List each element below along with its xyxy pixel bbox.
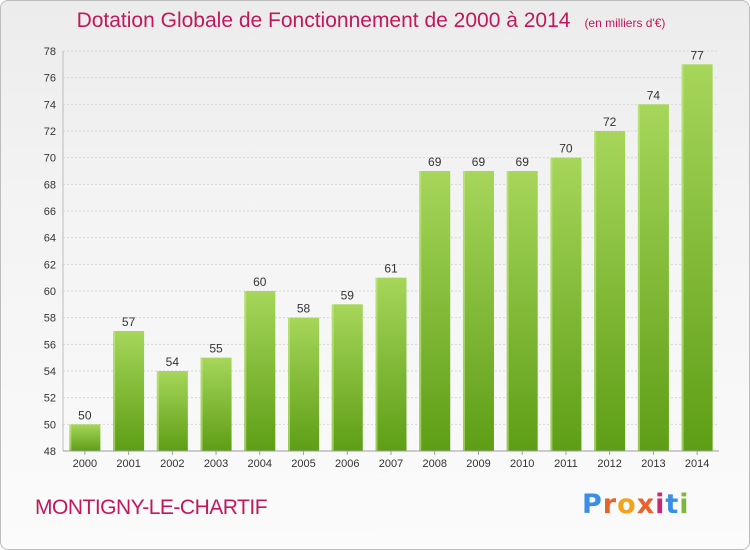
bar-value-label: 54 [166,355,180,369]
bar-highlight [594,131,597,451]
y-tick-label: 58 [44,313,56,325]
chart-title: Dotation Globale de Fonctionnement de 20… [76,9,571,32]
x-tick-label: 2010 [510,458,534,470]
commune-name: MONTIGNY-LE-CHARTIF [35,496,268,519]
y-tick-label: 54 [44,366,56,378]
bar [506,171,538,451]
y-tick-label: 70 [44,153,56,165]
y-tick-label: 56 [44,339,56,351]
x-tick-label: 2003 [204,458,228,470]
bar [331,304,363,451]
bar-value-label: 70 [559,142,573,156]
y-tick-label: 62 [44,259,56,271]
bar-value-label: 72 [603,115,617,129]
logo-letter: x [636,489,656,520]
bar-value-label: 69 [428,155,442,169]
bar [69,424,101,451]
bar [681,64,713,452]
y-tick-label: 60 [44,286,56,298]
x-tick-label: 2006 [335,458,359,470]
bar-highlight [550,157,553,451]
bar [200,357,232,451]
logo-letter: o [617,489,637,520]
y-tick-label: 72 [44,126,56,138]
y-tick-label: 52 [44,393,56,405]
y-tick-label: 76 [44,73,56,85]
bar-highlight [462,171,465,451]
y-tick-label: 50 [44,419,56,431]
bar [419,171,451,451]
bar [156,371,188,451]
x-tick-label: 2012 [597,458,621,470]
x-tick-label: 2007 [379,458,403,470]
bar-highlight [200,357,203,451]
logo-letter: i [655,489,666,520]
bar-value-label: 74 [647,88,661,102]
proxiti-logo[interactable]: Proxiti [582,489,690,520]
x-tick-label: 2004 [248,458,272,470]
x-tick-label: 2005 [291,458,315,470]
bar-highlight [156,371,159,451]
logo-letter: t [665,489,680,520]
bar-highlight [637,104,640,451]
y-tick-label: 68 [44,179,56,191]
bar-value-label: 50 [78,408,92,422]
bar-value-label: 69 [516,155,530,169]
chart-title-block: Dotation Globale de Fonctionnement de 20… [1,9,741,33]
bar-value-label: 77 [690,48,704,62]
bar [550,157,582,451]
x-tick-label: 2001 [116,458,140,470]
bar-value-label: 69 [472,155,486,169]
y-tick-label: 64 [44,233,56,245]
y-tick-label: 78 [44,46,56,58]
logo-letter: P [582,489,603,520]
bar [375,277,407,451]
x-tick-label: 2000 [73,458,97,470]
y-tick-label: 48 [44,446,56,458]
bar-highlight [288,317,291,451]
bar-highlight [244,291,247,451]
bar-value-label: 61 [384,262,398,276]
x-tick-label: 2009 [466,458,490,470]
bar-highlight [419,171,422,451]
logo-letter: i [679,489,690,520]
x-tick-label: 2014 [685,458,709,470]
bar-value-label: 60 [253,275,267,289]
bar-highlight [331,304,334,451]
bar [637,104,669,451]
bar-highlight [681,64,684,452]
x-tick-label: 2008 [422,458,446,470]
bar-value-label: 55 [209,342,223,356]
x-tick-label: 2002 [160,458,184,470]
bar-value-label: 58 [297,302,311,316]
bar-highlight [69,424,72,451]
x-tick-label: 2013 [641,458,665,470]
bar [113,331,145,451]
axes: 48 50 52 54 56 58 60 62 64 66 68 70 72 74 76 78 2000 2001… [44,46,719,470]
bar-highlight [506,171,509,451]
x-tick-label: 2011 [554,458,578,470]
unit-note: (en milliers d'€) [584,16,666,30]
bars: 50 57 54 55 60 58 59 61 69 69 69 70 72 74 77 [69,48,713,452]
y-tick-label: 66 [44,206,56,218]
bar [462,171,494,451]
logo-letter: r [602,489,618,520]
bar-highlight [375,277,378,451]
bar-value-label: 59 [341,288,355,302]
bar-highlight [113,331,116,451]
bar-value-label: 57 [122,315,136,329]
bar [594,131,626,451]
bar [288,317,320,451]
y-tick-label: 74 [44,99,56,111]
bar [244,291,276,451]
